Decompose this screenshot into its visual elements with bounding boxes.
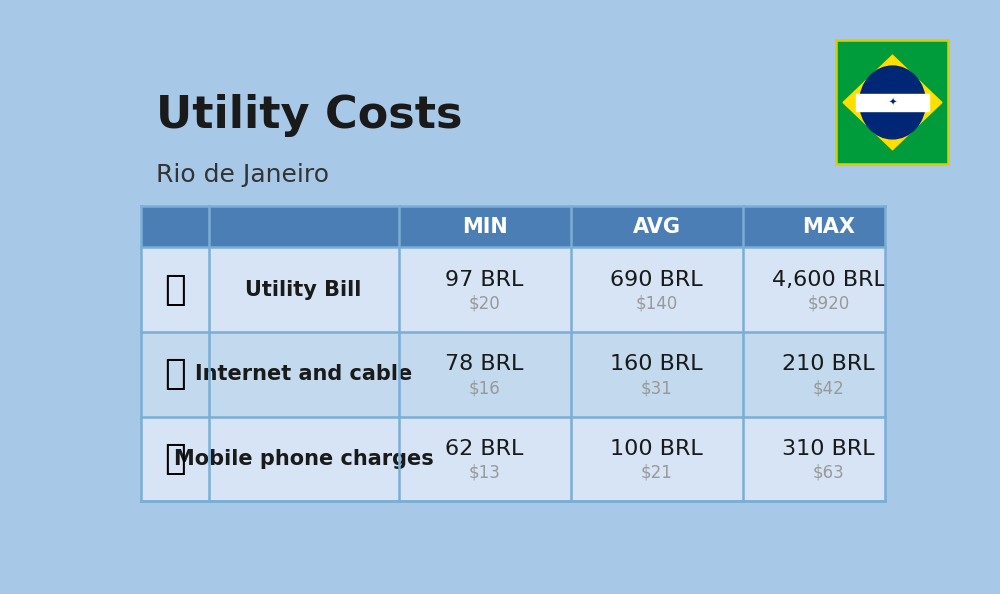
FancyBboxPatch shape bbox=[140, 332, 885, 416]
Text: Internet and cable: Internet and cable bbox=[195, 364, 412, 384]
Circle shape bbox=[860, 66, 925, 139]
Text: $63: $63 bbox=[813, 464, 845, 482]
Text: $20: $20 bbox=[469, 295, 500, 312]
Text: 📡: 📡 bbox=[164, 358, 185, 391]
Text: $31: $31 bbox=[641, 379, 673, 397]
Text: $42: $42 bbox=[813, 379, 845, 397]
Text: Rio de Janeiro: Rio de Janeiro bbox=[156, 163, 329, 187]
Text: ✦: ✦ bbox=[888, 97, 897, 108]
Text: 310 BRL: 310 BRL bbox=[782, 439, 875, 459]
Text: $16: $16 bbox=[469, 379, 500, 397]
Text: 62 BRL: 62 BRL bbox=[445, 439, 524, 459]
Text: MAX: MAX bbox=[802, 217, 855, 237]
Text: 🔌: 🔌 bbox=[164, 273, 185, 307]
Text: AVG: AVG bbox=[633, 217, 681, 237]
Text: MIN: MIN bbox=[462, 217, 507, 237]
FancyBboxPatch shape bbox=[140, 206, 885, 247]
FancyBboxPatch shape bbox=[140, 416, 885, 501]
Text: $140: $140 bbox=[636, 295, 678, 312]
Text: 690 BRL: 690 BRL bbox=[610, 270, 703, 290]
Bar bbox=[856, 94, 929, 110]
Text: 📱: 📱 bbox=[164, 442, 185, 476]
Text: Utility Bill: Utility Bill bbox=[245, 280, 362, 300]
Text: 210 BRL: 210 BRL bbox=[782, 354, 875, 374]
Text: 100 BRL: 100 BRL bbox=[610, 439, 703, 459]
Text: $21: $21 bbox=[641, 464, 673, 482]
Text: Mobile phone charges: Mobile phone charges bbox=[174, 449, 434, 469]
Text: 4,600 BRL: 4,600 BRL bbox=[772, 270, 886, 290]
Text: $920: $920 bbox=[808, 295, 850, 312]
FancyBboxPatch shape bbox=[140, 247, 885, 332]
Text: $13: $13 bbox=[469, 464, 501, 482]
FancyBboxPatch shape bbox=[835, 39, 950, 166]
Text: Utility Costs: Utility Costs bbox=[156, 94, 462, 137]
Text: 78 BRL: 78 BRL bbox=[445, 354, 524, 374]
Text: 160 BRL: 160 BRL bbox=[610, 354, 703, 374]
Polygon shape bbox=[843, 55, 942, 150]
Text: 97 BRL: 97 BRL bbox=[445, 270, 524, 290]
